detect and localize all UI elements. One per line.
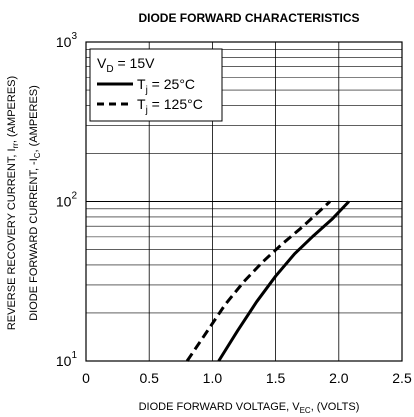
y-tick-label: 102 <box>56 191 78 210</box>
legend-entry-2-prefix: T <box>137 96 146 112</box>
x-tick-label: 2.0 <box>329 370 349 386</box>
chart-title: DIODE FORWARD CHARACTERISTICS <box>138 11 359 25</box>
y-tick-label: 101 <box>56 350 78 369</box>
x-tick-label: 1.0 <box>203 370 223 386</box>
legend-condition: VD = 15V <box>97 55 155 75</box>
series-line-1 <box>217 200 350 362</box>
x-tick-label: 2.5 <box>392 370 412 386</box>
legend-entry-1-sub: j <box>145 85 148 96</box>
y-tick-base: 10 <box>56 34 72 50</box>
x-axis-label-tail: , (VOLTS) <box>311 401 360 413</box>
series-layer <box>185 200 350 362</box>
legend: VD = 15V Tj = 25°C Tj = 125°C <box>89 48 223 122</box>
y-axis-label-inner-main: DIODE FORWARD CURRENT, -I <box>28 158 40 321</box>
y-tick-base: 10 <box>56 194 72 210</box>
grid <box>86 42 402 361</box>
legend-entry-series-2: Tj = 125°C <box>137 96 203 116</box>
x-tick-label: 0.5 <box>139 370 159 386</box>
y-axis-label-inner-sub: C <box>33 152 42 158</box>
y-axis-label-outer-sub: rr <box>11 143 20 149</box>
legend-entry-1-suffix: = 25°C <box>148 76 195 92</box>
y-axis-label-inner-tail: , (AMPERES) <box>28 85 40 152</box>
legend-entry-2-sub: j <box>145 105 148 116</box>
y-tick-base: 10 <box>56 353 72 369</box>
x-axis-label-sub: EC <box>300 406 311 415</box>
series-line-2 <box>185 200 332 362</box>
legend-condition-suffix: = 15V <box>114 55 156 71</box>
x-tick-label: 1.5 <box>266 370 286 386</box>
legend-entry-series-1: Tj = 25°C <box>137 76 195 96</box>
y-tick-exponent: 3 <box>71 31 77 42</box>
plot-frame <box>85 41 403 362</box>
y-axis-label-inner: DIODE FORWARD CURRENT, -IC, (AMPERES) <box>28 85 42 321</box>
y-axis-label-outer: REVERSE RECOVERY CURRENT, Irr, (AMPERES) <box>6 76 20 330</box>
legend-condition-prefix: V <box>97 55 107 71</box>
y-tick-exponent: 2 <box>71 191 77 202</box>
legend-entry-1-prefix: T <box>137 76 146 92</box>
x-axis-label: DIODE FORWARD VOLTAGE, VEC, (VOLTS) <box>139 401 360 415</box>
x-tick-label: 0 <box>82 370 90 386</box>
y-axis-label-outer-tail: , (AMPERES) <box>6 76 18 143</box>
legend-entry-2-suffix: = 125°C <box>148 96 203 112</box>
y-tick-exponent: 1 <box>71 350 77 361</box>
y-tick-label: 103 <box>56 31 78 50</box>
y-axis-label-outer-main: REVERSE RECOVERY CURRENT, I <box>6 148 18 330</box>
x-axis-label-main: DIODE FORWARD VOLTAGE, V <box>139 401 301 413</box>
legend-condition-sub: D <box>106 64 113 75</box>
